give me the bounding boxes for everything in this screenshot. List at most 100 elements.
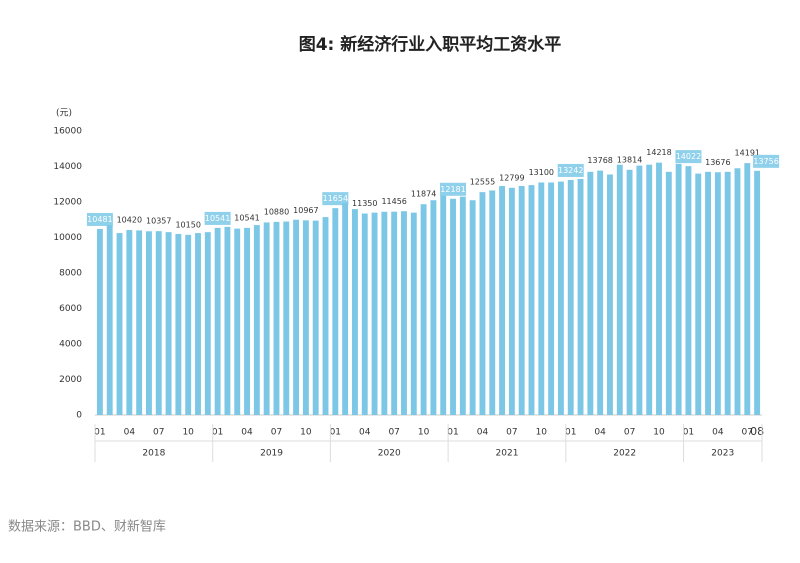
bar <box>675 163 682 415</box>
label-box <box>322 192 349 206</box>
x-tick-label: 04 <box>359 428 371 438</box>
year-label: 2022 <box>613 449 636 459</box>
bar <box>754 170 761 415</box>
y-tick-label: 4000 <box>59 340 82 350</box>
y-tick-label: 6000 <box>59 304 82 314</box>
label-box <box>440 182 467 196</box>
y-tick-label: 2000 <box>59 375 82 385</box>
bar <box>96 228 103 415</box>
x-tick-label: 07 <box>388 428 399 438</box>
x-tick-label: 08 <box>750 425 764 438</box>
bar <box>253 225 260 415</box>
bar <box>361 213 368 415</box>
bar <box>548 182 555 415</box>
data-label: 10481 <box>87 215 112 224</box>
y-tick-label: 0 <box>76 411 82 421</box>
bar <box>146 231 152 415</box>
bar <box>332 208 339 415</box>
bar <box>714 172 721 415</box>
bar <box>567 179 574 415</box>
bar <box>469 200 476 415</box>
bar <box>401 211 407 415</box>
bar <box>440 191 447 415</box>
data-label: 14218 <box>646 148 671 157</box>
bar <box>508 187 515 415</box>
data-label: 13100 <box>529 168 554 177</box>
bar <box>381 211 388 415</box>
bar <box>489 190 496 415</box>
bar <box>420 204 427 415</box>
bar <box>312 220 319 415</box>
bar <box>695 173 702 415</box>
data-label: 13676 <box>705 158 730 167</box>
bar <box>705 171 711 415</box>
data-label: 13768 <box>587 156 612 165</box>
bar <box>116 233 123 415</box>
year-label: 2021 <box>496 449 519 459</box>
x-tick-label: 04 <box>124 428 136 438</box>
x-tick-label: 10 <box>536 428 548 438</box>
label-box <box>557 163 584 177</box>
x-tick-label: 01 <box>330 428 341 438</box>
bar <box>263 222 270 415</box>
x-tick-label: 07 <box>506 428 517 438</box>
bar <box>342 202 349 415</box>
bar <box>244 227 250 415</box>
bar <box>744 163 751 415</box>
source: 数据来源：BBD、财新智库 <box>8 519 166 535</box>
data-label: 12555 <box>470 178 495 187</box>
bar <box>597 170 604 415</box>
x-tick-label: 10 <box>300 428 312 438</box>
bar <box>734 168 741 415</box>
y-tick-label: 12000 <box>53 198 82 208</box>
bar <box>195 233 201 415</box>
bar <box>557 181 564 415</box>
data-label: 10541 <box>234 213 259 222</box>
x-tick-label: 07 <box>742 428 753 438</box>
year-label: 2019 <box>260 449 283 459</box>
x-tick-label: 01 <box>683 428 694 438</box>
data-label: 13814 <box>617 155 642 164</box>
bar <box>685 166 692 415</box>
bar <box>214 227 221 415</box>
bar <box>293 219 300 415</box>
bar <box>273 221 280 415</box>
y-tick-label: 8000 <box>59 269 82 279</box>
data-label: 13242 <box>558 166 583 175</box>
bar <box>234 228 241 415</box>
label-box <box>675 150 702 164</box>
bar <box>528 185 535 415</box>
bar <box>155 231 162 415</box>
label-box <box>753 154 780 168</box>
chart-title: 图4: 新经济行业入职平均工资水平 <box>299 34 562 55</box>
x-tick-label: 10 <box>653 428 665 438</box>
bar <box>165 232 172 415</box>
x-tick-label: 10 <box>182 428 194 438</box>
data-label: 14022 <box>676 152 701 161</box>
data-label: 13756 <box>753 157 778 166</box>
bar <box>283 221 290 415</box>
year-label: 2018 <box>142 449 165 459</box>
x-tick-label: 01 <box>447 428 458 438</box>
bar <box>636 165 643 415</box>
data-label: 10357 <box>146 217 171 226</box>
bar <box>479 192 486 415</box>
bar <box>371 212 378 415</box>
bar <box>646 164 653 415</box>
data-label: 11874 <box>411 190 436 199</box>
bar <box>607 174 613 415</box>
bar <box>459 196 466 415</box>
y-tick-label: 14000 <box>53 162 82 172</box>
x-tick-label: 01 <box>94 428 105 438</box>
y-tick-label: 10000 <box>53 233 82 243</box>
x-tick-label: 04 <box>594 428 606 438</box>
bar <box>724 171 731 415</box>
bar <box>391 211 398 415</box>
bar <box>175 233 182 415</box>
data-label: 11456 <box>381 197 406 206</box>
bar <box>538 182 545 415</box>
bar <box>518 186 525 415</box>
data-label: 10541 <box>205 214 230 223</box>
data-label: 12799 <box>499 173 524 182</box>
data-label: 11654 <box>323 194 348 203</box>
